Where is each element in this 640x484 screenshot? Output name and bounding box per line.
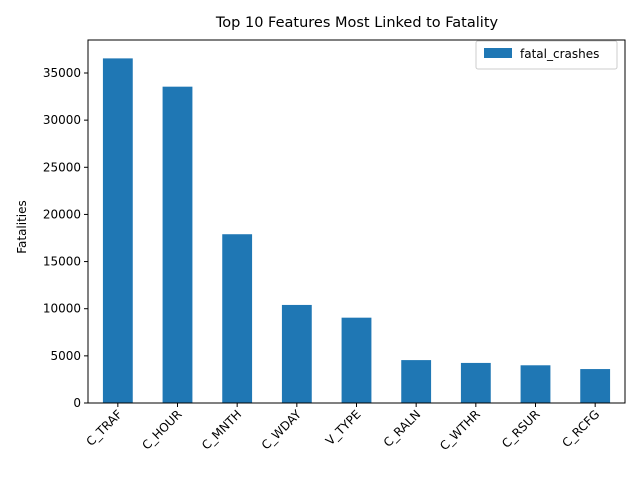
y-tick-label: 30000 — [43, 113, 81, 127]
bar-c-traf — [102, 58, 133, 404]
bar-c-wday — [281, 304, 312, 403]
y-tick-label: 15000 — [43, 255, 81, 269]
bar-c-rcfg — [580, 369, 611, 403]
legend: fatal_crashes — [475, 40, 618, 70]
x-tick-label: C_WTHR — [437, 407, 483, 453]
x-tick-label: C_WDAY — [259, 407, 305, 453]
bar-c-raln — [401, 360, 432, 403]
bar-v-type — [341, 317, 372, 403]
chart-title: Top 10 Features Most Linked to Fatality — [215, 15, 499, 31]
y-tick-label: 25000 — [43, 160, 81, 174]
bar-c-wthr — [460, 362, 491, 403]
y-tick-label: 5000 — [50, 349, 81, 363]
y-tick-label: 0 — [73, 396, 81, 410]
x-tick-label: C_TRAF — [83, 407, 125, 449]
x-tick-label: V_TYPE — [323, 407, 364, 448]
x-tick-label: C_HOUR — [139, 407, 184, 452]
y-axis-label: Fatalities — [15, 200, 29, 254]
bar-c-mnth — [222, 234, 253, 403]
plot-area: 0 5000 10000 15000 20000 25000 30000 35000 C_TRA… — [43, 39, 626, 453]
y-tick-label: 20000 — [43, 207, 81, 221]
bar-c-rsur — [520, 365, 551, 403]
x-tick-label: C_RSUR — [499, 407, 542, 450]
y-tick-label: 35000 — [43, 66, 81, 80]
bar-c-hour — [162, 86, 193, 404]
x-tick-label: C_RALN — [381, 407, 424, 450]
legend-swatch-fatal-crashes — [484, 48, 512, 58]
x-tick-label: C_MNTH — [199, 407, 244, 452]
y-tick-label: 10000 — [43, 302, 81, 316]
x-tick-label: C_RCFG — [559, 407, 602, 450]
legend-label-fatal-crashes: fatal_crashes — [520, 47, 599, 61]
